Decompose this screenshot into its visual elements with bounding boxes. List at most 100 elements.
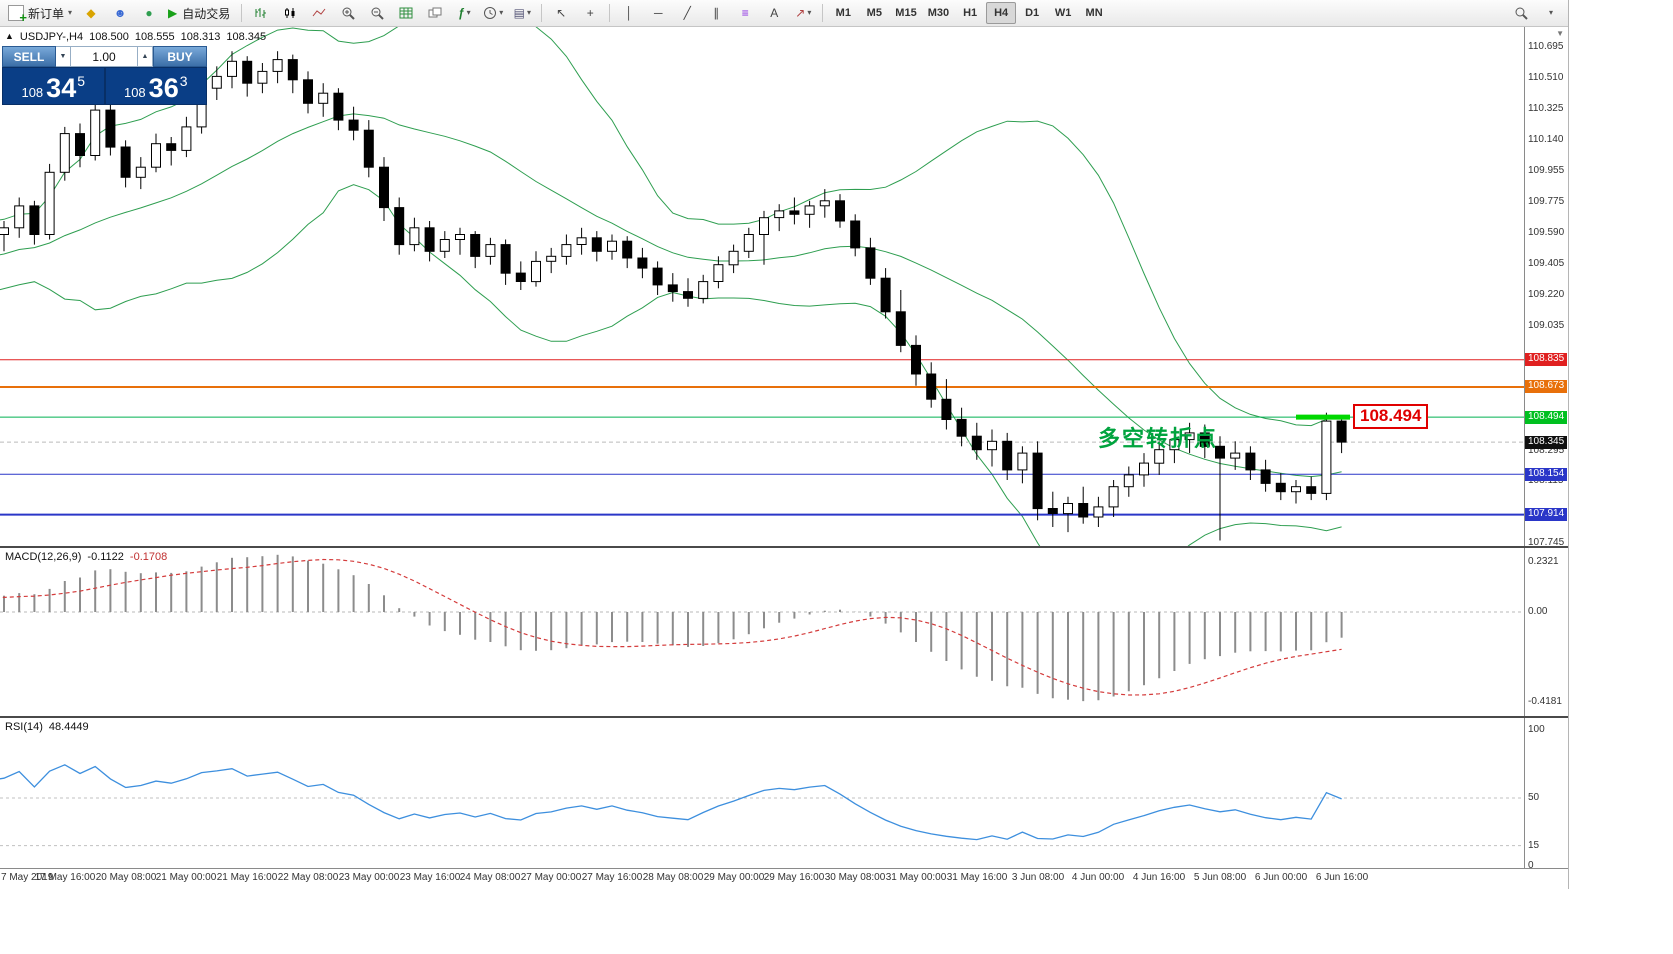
line-chart-mode-button[interactable] [305, 2, 333, 24]
timeframe-h4-button[interactable]: H4 [986, 2, 1017, 24]
volume-down-button[interactable]: ▼ [56, 46, 71, 67]
high-value: 108.555 [134, 31, 175, 43]
time-axis-label: 31 May 16:00 [946, 872, 1008, 883]
ohlc-readout: ▲ USDJPY-,H4 108.500 108.555 108.313 108… [5, 31, 266, 43]
timeframe-m15-button[interactable]: M15 [895, 7, 917, 19]
tile-windows-button[interactable] [421, 2, 449, 24]
market-watch-icon: ◆ [86, 6, 96, 20]
zoom-out-button[interactable] [363, 2, 391, 24]
symbol-expand-icon[interactable]: ▲ [5, 31, 14, 41]
text-tool-button[interactable]: A [760, 2, 788, 24]
macd-panel[interactable]: MACD(12,26,9) -0.1122 -0.1708 [0, 548, 1524, 716]
trendline-tool-button[interactable]: ╱ [673, 2, 701, 24]
timeframe-mn-button[interactable]: MN [1085, 7, 1103, 19]
volume-up-button[interactable]: ▲ [138, 46, 153, 67]
toolbar-separator [541, 4, 543, 22]
channel-icon: ∥ [713, 6, 720, 20]
candlestick-icon [285, 8, 295, 18]
panel-splitter[interactable] [0, 546, 1568, 548]
timeframe-m30-button[interactable]: M30 [927, 7, 950, 19]
buy-button[interactable]: BUY [153, 46, 207, 67]
rsi-axis-tick: 50 [1528, 792, 1540, 803]
auto-trading-label: 自动交易 [182, 6, 231, 21]
fibonacci-tool-button[interactable]: ≡ [731, 2, 759, 24]
buy-price-display[interactable]: 108 36 3 [104, 67, 207, 105]
bar-chart-mode-button[interactable] [247, 2, 275, 24]
trendline-icon: ╱ [683, 6, 691, 20]
zoom-in-button[interactable] [334, 2, 362, 24]
timeframe-h1-button[interactable]: H1 [963, 7, 978, 19]
crosshair-tool-button[interactable]: + [576, 2, 604, 24]
text-tool-icon: A [770, 6, 779, 20]
new-order-label: 新订单 [28, 6, 65, 21]
rsi-axis-tick: 0 [1528, 860, 1534, 868]
data-window-button[interactable]: ☻ [106, 2, 134, 24]
search-button[interactable] [1507, 2, 1535, 24]
time-axis-label: 31 May 00:00 [885, 872, 947, 883]
arrows-tool-button[interactable]: ↗ ▾ [789, 2, 817, 24]
time-axis-label: 5 Jun 08:00 [1193, 872, 1247, 883]
price-axis-tick: 109.405 [1528, 258, 1565, 269]
macd-label: MACD(12,26,9) -0.1122 -0.1708 [5, 551, 167, 563]
templates-button[interactable]: ▤ ▾ [508, 2, 536, 24]
symbol-label: USDJPY-,H4 [19, 31, 84, 43]
axis-menu-arrow-icon[interactable]: ▼ [1556, 29, 1564, 38]
zoom-in-icon [342, 7, 355, 20]
line-chart-icon [312, 8, 326, 17]
market-watch-button[interactable]: ◆ [77, 2, 105, 24]
one-click-trading-widget: SELL ▼ ▲ BUY 108 34 5 108 [2, 46, 207, 105]
indicators-button[interactable]: ƒ ▾ [450, 2, 478, 24]
price-axis-tick: 110.695 [1528, 41, 1564, 52]
vline-tool-button[interactable]: │ [615, 2, 643, 24]
time-axis-corner [1524, 869, 1567, 889]
time-axis-label: 28 May 08:00 [642, 872, 704, 883]
chevron-down-icon: ▾ [1548, 8, 1553, 17]
new-order-icon: + [8, 5, 27, 25]
bar-chart-icon [255, 8, 267, 18]
timeframe-d1-button[interactable]: D1 [1025, 7, 1040, 19]
toolbar-separator [822, 4, 824, 22]
time-axis-label: 23 May 16:00 [399, 872, 461, 883]
time-axis-label: 21 May 16:00 [216, 872, 278, 883]
toolbar-separator [241, 4, 243, 22]
cursor-tool-button[interactable]: ↖ [547, 2, 575, 24]
price-axis-badge: 107.914 [1525, 508, 1568, 521]
toolbar-more-button[interactable]: ▾ [1536, 2, 1564, 24]
hline-tool-button[interactable]: ─ [644, 2, 672, 24]
sell-button[interactable]: SELL [2, 46, 56, 67]
price-axis-tick: 110.510 [1528, 72, 1564, 83]
time-axis-label: 6 Jun 16:00 [1315, 872, 1369, 883]
time-axis-label: 21 May 00:00 [155, 872, 217, 883]
volume-input[interactable] [71, 47, 137, 66]
auto-arrange-button[interactable] [392, 2, 420, 24]
auto-trading-button[interactable]: ▶ 自动交易 [164, 2, 236, 24]
horizontal-line-icon: ─ [654, 6, 663, 20]
rsi-label: RSI(14) 48.4449 [5, 721, 89, 733]
timeframe-w1-button[interactable]: W1 [1054, 7, 1072, 19]
price-chart[interactable]: ▲ USDJPY-,H4 108.500 108.555 108.313 108… [0, 27, 1524, 546]
low-value: 108.313 [180, 31, 221, 43]
timeframe-m5-button[interactable]: M5 [866, 7, 882, 19]
price-axis-tick: 108.295 [1528, 445, 1565, 456]
vertical-line-icon: │ [625, 6, 634, 20]
navigator-button[interactable]: ● [135, 2, 163, 24]
rsi-axis-tick: 100 [1528, 724, 1545, 735]
open-value: 108.500 [89, 31, 129, 43]
panel-splitter[interactable] [0, 716, 1568, 718]
new-order-button[interactable]: + 新订单 ▾ [4, 2, 76, 25]
rsi-panel-row: RSI(14) 48.4449 100 50 15 0 [0, 718, 1568, 868]
timeframe-m1-button[interactable]: M1 [835, 7, 851, 19]
sell-price-display[interactable]: 108 34 5 [2, 67, 105, 105]
macd-axis-tick: 0.00 [1528, 606, 1548, 617]
time-axis-label: 22 May 08:00 [277, 872, 339, 883]
time-axis-label: 30 May 08:00 [824, 872, 886, 883]
periods-button[interactable]: ▾ [479, 2, 507, 24]
sell-big-figure: 108 [21, 85, 44, 100]
candle-chart-mode-button[interactable] [276, 2, 304, 24]
macd-axis: 0.2321 0.00 -0.4181 [1524, 548, 1568, 716]
time-axis[interactable]: 7 May 2019 17 May 16:00 20 May 08:00 21 May… [0, 869, 1524, 889]
navigator-icon: ● [145, 6, 153, 20]
rsi-panel[interactable]: RSI(14) 48.4449 [0, 718, 1524, 868]
pivot-price-tag: 108.494 [1353, 404, 1429, 429]
channel-tool-button[interactable]: ∥ [702, 2, 730, 24]
